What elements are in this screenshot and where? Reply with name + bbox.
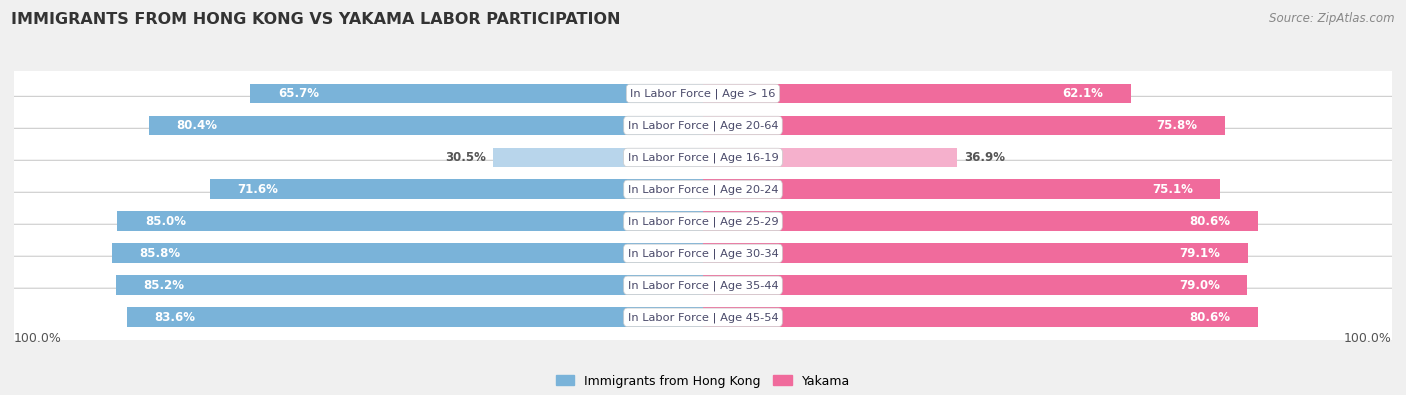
Text: 85.2%: 85.2% [143,279,184,292]
Text: 75.8%: 75.8% [1157,119,1198,132]
FancyBboxPatch shape [11,64,1395,122]
Text: 85.8%: 85.8% [139,247,180,260]
Text: 85.0%: 85.0% [145,215,186,228]
Text: In Labor Force | Age 20-64: In Labor Force | Age 20-64 [627,120,779,131]
Text: In Labor Force | Age > 16: In Labor Force | Age > 16 [630,88,776,99]
Bar [209,179,703,199]
Bar [703,211,1258,231]
Text: 100.0%: 100.0% [14,331,62,344]
Bar [703,275,1247,295]
Text: In Labor Force | Age 25-29: In Labor Force | Age 25-29 [627,216,779,227]
Bar [494,147,703,167]
Text: 100.0%: 100.0% [1344,331,1392,344]
Text: 80.4%: 80.4% [177,119,218,132]
Bar [117,211,703,231]
FancyBboxPatch shape [11,256,1395,314]
Text: 80.6%: 80.6% [1189,311,1230,324]
Text: 65.7%: 65.7% [278,87,319,100]
Text: In Labor Force | Age 30-34: In Labor Force | Age 30-34 [627,248,779,259]
Bar [117,275,703,295]
Text: Source: ZipAtlas.com: Source: ZipAtlas.com [1270,12,1395,25]
Text: 80.6%: 80.6% [1189,215,1230,228]
Text: In Labor Force | Age 45-54: In Labor Force | Age 45-54 [627,312,779,323]
Text: 79.1%: 79.1% [1180,247,1220,260]
Text: 36.9%: 36.9% [965,151,1005,164]
Text: 62.1%: 62.1% [1063,87,1104,100]
Text: 75.1%: 75.1% [1152,183,1192,196]
Legend: Immigrants from Hong Kong, Yakama: Immigrants from Hong Kong, Yakama [551,370,855,393]
FancyBboxPatch shape [11,224,1395,282]
Text: 83.6%: 83.6% [155,311,195,324]
Bar [703,179,1220,199]
Text: In Labor Force | Age 16-19: In Labor Force | Age 16-19 [627,152,779,163]
Text: 30.5%: 30.5% [446,151,486,164]
FancyBboxPatch shape [11,128,1395,186]
Text: IMMIGRANTS FROM HONG KONG VS YAKAMA LABOR PARTICIPATION: IMMIGRANTS FROM HONG KONG VS YAKAMA LABO… [11,12,620,27]
Text: In Labor Force | Age 20-24: In Labor Force | Age 20-24 [627,184,779,195]
Bar [112,243,703,263]
Bar [149,116,703,135]
FancyBboxPatch shape [11,192,1395,250]
Bar [703,116,1225,135]
Text: 71.6%: 71.6% [238,183,278,196]
FancyBboxPatch shape [11,96,1395,154]
FancyBboxPatch shape [11,160,1395,218]
Text: In Labor Force | Age 35-44: In Labor Force | Age 35-44 [627,280,779,291]
Bar [703,147,957,167]
Bar [703,84,1130,103]
FancyBboxPatch shape [11,288,1395,346]
Bar [127,307,703,327]
Text: 79.0%: 79.0% [1178,279,1219,292]
Bar [250,84,703,103]
Bar [703,243,1249,263]
Bar [703,307,1258,327]
